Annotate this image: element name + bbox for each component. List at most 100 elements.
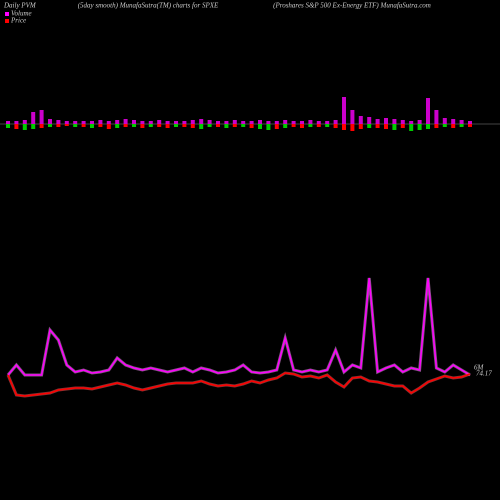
volume-bar-up — [123, 119, 128, 124]
volume-bar-down — [375, 124, 380, 128]
volume-bar-up — [106, 121, 111, 124]
volume-bar-up — [190, 120, 195, 124]
volume-bar-up — [148, 121, 153, 124]
volume-bar-down — [224, 124, 229, 128]
volume-bar-down — [22, 124, 27, 130]
volume-bar-up — [98, 120, 103, 124]
volume-bar-down — [6, 124, 10, 128]
volume-bar-up — [249, 121, 254, 124]
volume-bar-up — [90, 121, 94, 124]
volume-bar-up — [56, 120, 61, 124]
legend-label: Volume — [11, 10, 32, 18]
volume-bar-up — [417, 120, 422, 124]
volume-bar-down — [342, 124, 346, 130]
annotation: 6M — [474, 364, 485, 372]
volume-line — [7, 277, 471, 376]
volume-bar-down — [182, 124, 187, 127]
volume-bar-down — [165, 124, 170, 128]
volume-bar-up — [342, 97, 346, 124]
volume-bar-up — [300, 121, 304, 124]
volume-bar-up — [81, 121, 86, 124]
volume-bar-up — [132, 120, 136, 124]
volume-bar-up — [274, 121, 279, 124]
title-center: (5day smooth) MunafaSutra(TM) charts for… — [78, 2, 219, 10]
volume-bar-up — [333, 120, 338, 124]
volume-bar-down — [232, 124, 237, 127]
volume-bar-down — [384, 124, 388, 129]
volume-bar-up — [291, 121, 296, 124]
volume-bar-down — [258, 124, 262, 129]
volume-bar-down — [216, 124, 220, 127]
volume-bar-up — [325, 121, 330, 124]
volume-line-glow — [6, 277, 471, 377]
volume-bar-up — [157, 120, 162, 124]
volume-bar-down — [123, 124, 128, 127]
volume-bar-down — [451, 124, 456, 128]
volume-bar-up — [182, 121, 187, 124]
volume-bar-down — [199, 124, 204, 129]
volume-bar-down — [426, 124, 430, 129]
volume-bar-up — [442, 118, 447, 124]
volume-bar-down — [266, 124, 271, 130]
volume-bar-down — [442, 124, 447, 127]
volume-bar-down — [148, 124, 153, 127]
title-left: Daily PVM — [3, 2, 37, 10]
volume-bar-down — [14, 124, 19, 129]
volume-bar-down — [115, 124, 120, 128]
volume-bar-down — [140, 124, 145, 128]
volume-bar-up — [48, 119, 52, 124]
title-right: (Proshares S&P 500 Ex-Energy ETF) Munafa… — [273, 2, 431, 10]
volume-bar-up — [316, 121, 321, 124]
volume-bar-up — [283, 120, 288, 124]
volume-bar-up — [174, 121, 178, 124]
volume-bar-down — [48, 124, 52, 127]
volume-bar-down — [190, 124, 195, 128]
volume-bar-down — [434, 124, 439, 128]
volume-bar-down — [207, 124, 212, 127]
volume-bar-up — [468, 121, 472, 124]
volume-bar-up — [426, 98, 430, 124]
volume-bar-down — [90, 124, 94, 128]
volume-bar-up — [140, 121, 145, 124]
volume-bar-down — [358, 124, 363, 129]
volume-bar-up — [14, 121, 19, 124]
volume-bar-down — [157, 124, 162, 127]
volume-bar-up — [22, 120, 27, 124]
legend-swatch — [5, 19, 9, 23]
volume-bar-up — [258, 120, 262, 124]
volume-bar-down — [468, 124, 472, 127]
volume-bar-down — [73, 124, 78, 127]
legend-swatch — [5, 12, 9, 16]
volume-bar-up — [199, 119, 204, 124]
legend-label: Price — [10, 17, 26, 25]
volume-bar-down — [98, 124, 103, 127]
volume-bar-down — [64, 124, 69, 126]
volume-bar-down — [300, 124, 304, 128]
volume-bar-up — [375, 119, 380, 124]
volume-bar-down — [274, 124, 279, 129]
volume-bar-up — [384, 118, 388, 124]
volume-bar-down — [400, 124, 405, 128]
volume-bar-down — [308, 124, 313, 127]
volume-bar-down — [392, 124, 397, 130]
volume-bar-up — [224, 121, 229, 124]
volume-bar-down — [241, 124, 246, 127]
volume-bar-up — [216, 121, 220, 124]
volume-bar-down — [409, 124, 414, 131]
volume-bar-down — [417, 124, 422, 130]
volume-bar-up — [350, 110, 355, 124]
volume-bar-up — [409, 121, 414, 124]
volume-bar-up — [392, 119, 397, 124]
volume-bar-down — [325, 124, 330, 127]
volume-bar-down — [132, 124, 136, 127]
volume-bar-down — [459, 124, 464, 127]
volume-bar-up — [232, 120, 237, 124]
volume-bar-down — [39, 124, 44, 128]
volume-bar-up — [6, 121, 10, 124]
volume-bar-up — [308, 120, 313, 124]
volume-bar-down — [56, 124, 61, 127]
volume-bar-up — [367, 117, 372, 124]
volume-bar-down — [350, 124, 355, 131]
volume-bar-up — [400, 120, 405, 124]
volume-bar-up — [73, 121, 78, 124]
